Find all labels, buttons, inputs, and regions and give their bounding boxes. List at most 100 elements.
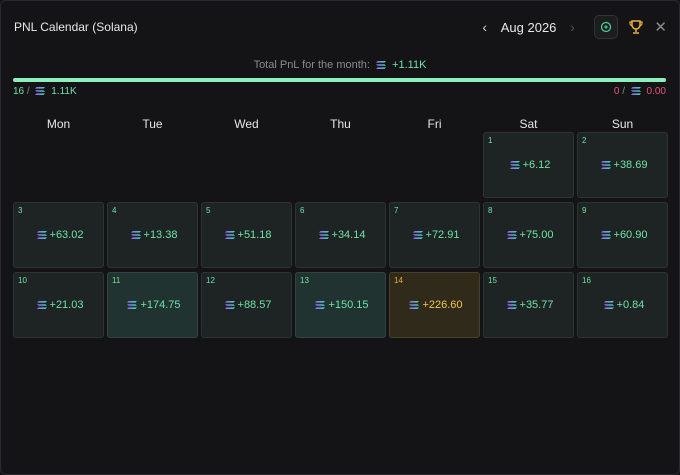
day-pnl-value: +0.84 <box>616 299 645 311</box>
day-number: 8 <box>488 206 493 215</box>
losses-amount: 0.00 <box>646 86 666 97</box>
weekday-label: Mon <box>46 117 71 131</box>
solana-icon <box>128 229 144 241</box>
weekday-label: Tue <box>142 117 163 131</box>
day-pnl-value: +72.91 <box>425 229 460 241</box>
chevron-right-icon[interactable]: › <box>570 19 575 35</box>
sync-button[interactable] <box>594 15 619 39</box>
day-pnl-value: +150.15 <box>328 299 369 311</box>
day-number: 16 <box>582 276 591 285</box>
solana-icon <box>598 229 614 241</box>
solana-icon <box>507 159 523 171</box>
day-number: 2 <box>582 136 587 145</box>
win-loss-progress <box>13 78 666 82</box>
solana-icon <box>628 86 644 97</box>
day-number: 4 <box>112 206 117 215</box>
weekday-label: Sun <box>611 117 634 131</box>
solana-icon <box>32 86 48 97</box>
solana-icon <box>598 159 614 171</box>
weekday-header: Mon Tue Wed Thu Fri Sat Sun <box>13 117 668 131</box>
modal-title: PNL Calendar (Solana) <box>14 20 138 34</box>
calendar-day-cell[interactable]: 12 +88.57 <box>201 272 292 338</box>
month-navigation: ‹ Aug 2026 › <box>477 19 581 35</box>
calendar-day-cell[interactable]: 9 +60.90 <box>577 202 668 268</box>
calendar-day-cell[interactable]: 8 +75.00 <box>483 202 574 268</box>
day-pnl: +21.03 <box>14 299 103 311</box>
day-pnl: +60.90 <box>578 229 667 241</box>
calendar-day-cell[interactable]: 4 +13.38 <box>107 202 198 268</box>
day-pnl-value: +174.75 <box>140 299 181 311</box>
calendar-day-cell[interactable]: 6 +34.14 <box>295 202 386 268</box>
day-number: 13 <box>300 276 309 285</box>
day-pnl-value: +226.60 <box>422 299 463 311</box>
day-pnl: +34.14 <box>296 229 385 241</box>
monthly-total: Total PnL for the month: +1.11K <box>1 59 679 71</box>
day-pnl-value: +63.02 <box>49 229 84 241</box>
win-progress-fill <box>13 78 666 82</box>
calendar-grid: 1 +6.12 2 +38.69 3 +63.02 4 +13.38 5 +51.18 6 +34.1… <box>13 132 668 338</box>
calendar-day-cell[interactable]: 11 +174.75 <box>107 272 198 338</box>
calendar-day-cell[interactable]: 5 +51.18 <box>201 202 292 268</box>
sync-icon <box>601 21 612 33</box>
calendar-day-cell[interactable]: 16 +0.84 <box>577 272 668 338</box>
trophy-icon[interactable] <box>628 19 644 35</box>
modal-header: PNL Calendar (Solana) ‹ Aug 2026 › ✕ <box>14 15 667 39</box>
day-pnl: +174.75 <box>108 299 197 311</box>
solana-icon <box>124 299 140 311</box>
calendar-day-cell[interactable]: 14 +226.60 <box>389 272 480 338</box>
wins-count: 16 <box>13 86 25 97</box>
losses-count: 0 <box>613 86 620 97</box>
calendar-day-cell[interactable]: 15 +35.77 <box>483 272 574 338</box>
solana-icon <box>222 229 238 241</box>
day-pnl: +75.00 <box>484 229 573 241</box>
day-number: 6 <box>300 206 305 215</box>
calendar-empty-cell <box>295 132 386 198</box>
day-pnl-value: +6.12 <box>522 159 551 171</box>
solana-icon <box>504 299 520 311</box>
day-pnl: +72.91 <box>390 229 479 241</box>
day-pnl-value: +21.03 <box>49 299 84 311</box>
solana-icon <box>34 229 50 241</box>
weekday-label: Thu <box>330 117 351 131</box>
day-pnl-value: +13.38 <box>143 229 178 241</box>
current-month: Aug 2026 <box>500 19 557 35</box>
day-number: 7 <box>394 206 399 215</box>
calendar-day-cell[interactable]: 13 +150.15 <box>295 272 386 338</box>
losses-separator: / <box>622 86 625 97</box>
day-pnl-value: +75.00 <box>519 229 554 241</box>
day-pnl: +38.69 <box>578 159 667 171</box>
solana-icon <box>601 299 617 311</box>
day-pnl: +13.38 <box>108 229 197 241</box>
day-number: 9 <box>582 206 587 215</box>
day-pnl: +226.60 <box>390 299 479 311</box>
day-pnl: +150.15 <box>296 299 385 311</box>
solana-icon <box>504 229 520 241</box>
calendar-empty-cell <box>107 132 198 198</box>
day-number: 10 <box>18 276 27 285</box>
day-number: 15 <box>488 276 497 285</box>
weekday-label: Wed <box>234 117 259 131</box>
calendar-empty-cell <box>389 132 480 198</box>
close-icon[interactable]: ✕ <box>654 19 667 36</box>
calendar-day-cell[interactable]: 2 +38.69 <box>577 132 668 198</box>
calendar-day-cell[interactable]: 10 +21.03 <box>13 272 104 338</box>
solana-icon <box>410 229 426 241</box>
calendar-empty-cell <box>201 132 292 198</box>
solana-icon <box>34 299 50 311</box>
day-number: 12 <box>206 276 215 285</box>
monthly-total-value: +1.11K <box>392 59 427 71</box>
solana-icon <box>222 299 238 311</box>
calendar-day-cell[interactable]: 3 +63.02 <box>13 202 104 268</box>
day-pnl: +63.02 <box>14 229 103 241</box>
day-pnl: +51.18 <box>202 229 291 241</box>
solana-icon <box>312 299 328 311</box>
solana-icon <box>316 229 332 241</box>
chevron-left-icon[interactable]: ‹ <box>482 19 488 35</box>
day-number: 5 <box>206 206 211 215</box>
day-pnl-value: +88.57 <box>237 299 272 311</box>
calendar-day-cell[interactable]: 7 +72.91 <box>389 202 480 268</box>
day-pnl-value: +34.14 <box>331 229 366 241</box>
day-number: 11 <box>112 276 121 285</box>
solana-icon <box>373 59 389 71</box>
calendar-day-cell[interactable]: 1 +6.12 <box>483 132 574 198</box>
